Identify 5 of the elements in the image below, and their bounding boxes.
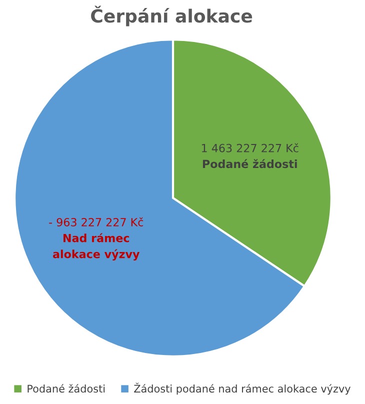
legend-label: Žádosti podané nad rámec alokace výzvy: [134, 382, 350, 395]
chart-title: Čerpání alokace: [91, 6, 252, 26]
text: - 963 227 227 Kč Nad rámec alokace výzvy: [49, 217, 144, 260]
text: 1 463 227 227 Kč Podané žádosti: [202, 143, 298, 168]
legend-label: Podané žádosti: [28, 384, 105, 393]
